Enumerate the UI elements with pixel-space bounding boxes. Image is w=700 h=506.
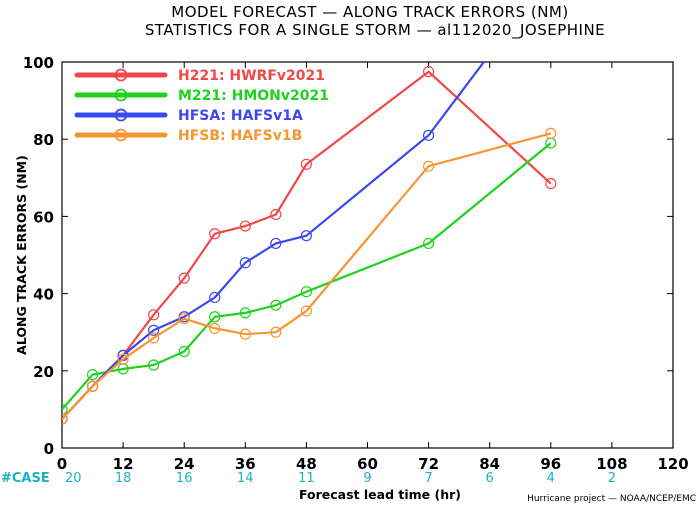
legend-label-2: M221: HMONv2021 [178,88,329,104]
series-2-point [239,307,251,319]
chart-subtitle: STATISTICS FOR A SINGLE STORM — al112020… [145,21,605,40]
chart-title: MODEL FORECAST — ALONG TRACK ERRORS (NM) [171,3,568,21]
series-4-point [270,326,282,338]
series-line-4 [62,132,552,420]
x-tick-label: 36 [235,455,256,473]
series-2-point [209,311,221,323]
case-count: 9 [363,471,371,486]
legend-marker-4 [114,128,128,142]
series-4-point [86,380,99,392]
series-layer [62,62,557,425]
x-axis-label: Forecast lead time (hr) [299,487,461,502]
series-1-point [239,220,251,232]
series-3-point [270,237,282,250]
series-3-point [209,291,221,304]
series-line-2 [62,142,552,411]
x-tick-label: 60 [357,455,378,473]
case-count: 7 [424,471,432,486]
series-1-point [148,309,160,321]
plot-axes: 0 12 24 36 48 60 72 84 96 108 120 0 20 40 60 80 100 [23,54,689,473]
case-count: 18 [115,471,132,486]
x-tick-label: 24 [174,455,195,473]
credit-text: Hurricane project — NOAA/NCEP/EMC [527,494,696,504]
series-4-point [239,328,251,340]
y-tick-label: 80 [33,131,54,149]
y-tick-label: 0 [44,440,54,458]
x-tick-label: 12 [113,455,134,473]
case-count: 6 [486,471,494,486]
legend-label-3: HFSA: HAFSv1A [178,108,303,124]
series-4-point [62,413,68,425]
series-4-point [148,332,160,344]
case-count-row: #CASE 20 18 16 14 11 9 7 6 4 2 [1,471,616,486]
series-2-point [178,345,190,358]
plot-frame [61,61,674,449]
series-3-point [239,257,251,269]
series-1-point [270,208,282,221]
series-3-point [300,230,312,242]
series-2-point [62,403,68,415]
case-count: 16 [176,471,193,486]
series-1-point [209,228,221,240]
series-line-3 [62,62,486,420]
series-2-point [148,359,160,371]
y-axis-label: ALONG TRACK ERRORS (NM) [14,155,29,355]
series-2-point [86,369,99,381]
series-4-point [300,305,312,317]
case-count: 4 [547,471,555,486]
series-1-point [423,66,435,78]
series-2-point [423,237,435,250]
y-tick-label: 60 [33,208,54,226]
y-tick-label: 100 [23,54,54,72]
series-4-point [178,313,190,325]
series-2-point [545,137,557,149]
series-2-point [300,286,312,298]
x-tick-label: 72 [418,455,439,473]
legend-marker-3 [114,108,128,122]
legend-marker-2 [114,88,128,102]
x-tick-label: 108 [596,455,627,473]
case-count: 20 [65,471,82,486]
case-label: #CASE [1,471,50,486]
series-3-point [423,129,435,141]
chart-legend: H221: HWRFv2021 M221: HMONv2021 HFSA: HAFS… [74,68,329,144]
series-4-point [209,322,221,334]
y-tick-label: 20 [33,363,54,381]
series-4-point [423,160,435,172]
x-tick-label: 0 [57,455,67,473]
case-count: 2 [608,471,616,486]
case-count: 14 [237,471,254,486]
legend-label-4: HFSB: HAFSv1B [178,128,302,144]
series-4-point [545,127,557,140]
series-2-point [270,299,282,311]
x-tick-label: 84 [479,455,500,473]
series-1-point [545,177,557,190]
series-3-point [148,324,160,336]
series-4-point [117,353,129,365]
series-1-point [178,272,190,284]
y-tick-label: 40 [33,286,54,304]
x-tick-label: 120 [657,455,688,473]
x-tick-label: 48 [296,455,317,473]
x-tick-label: 96 [540,455,561,473]
case-count: 11 [298,471,315,486]
legend-marker-1 [114,68,128,82]
legend-label-1: H221: HWRFv2021 [178,68,325,84]
series-1-point [300,158,312,170]
